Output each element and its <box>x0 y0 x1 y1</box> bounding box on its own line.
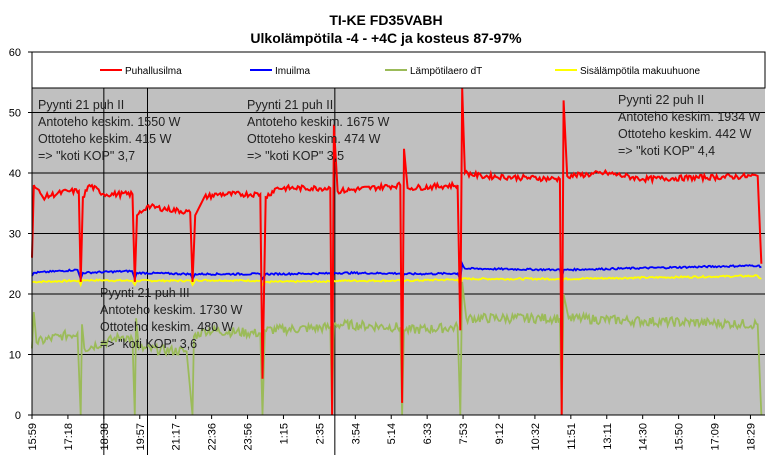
x-tick-label: 21:17 <box>171 423 183 451</box>
annotation-line: Antoteho keskim. 1550 W <box>38 115 181 129</box>
legend-label: Puhallusilma <box>125 66 182 77</box>
x-tick-label: 19:57 <box>135 423 147 451</box>
annotation-2: Pyynti 21 puh II Antoteho keskim. 1675 W… <box>247 97 389 165</box>
x-tick-label: 18:29 <box>745 423 757 451</box>
x-tick-label: 22:36 <box>207 423 219 451</box>
annotation-3: Pyynti 22 puh II Antoteho keskim. 1934 W… <box>618 92 760 160</box>
annotation-line: Antoteho keskim. 1675 W <box>247 115 390 129</box>
x-tick-label: 18:38 <box>99 423 111 451</box>
x-tick-label: 15:59 <box>27 423 39 451</box>
annotation-1: Pyynti 21 puh II Antoteho keskim. 1550 W… <box>38 97 180 165</box>
y-tick-label: 50 <box>9 108 21 120</box>
x-tick-label: 23:56 <box>243 423 255 451</box>
legend-label: Sisälämpötila makuuhuone <box>580 66 701 77</box>
x-tick-label: 14:30 <box>638 423 650 451</box>
x-tick-label: 3:54 <box>350 423 362 444</box>
annotation-line: Antoteho keskim. 1934 W <box>618 110 761 124</box>
x-tick-label: 9:12 <box>494 423 506 444</box>
x-tick-label: 15:50 <box>674 423 686 451</box>
series-line-2 <box>31 281 763 416</box>
x-tick-label: 13:11 <box>602 423 614 450</box>
annotation-line: Ottoteho keskim. 474 W <box>247 132 381 146</box>
x-tick-label: 2:35 <box>314 423 326 444</box>
x-tick-label: 10:32 <box>530 423 542 451</box>
x-tick-label: 7:53 <box>458 423 470 444</box>
x-tick-label: 6:33 <box>422 423 434 444</box>
annotation-line: => "koti KOP" 4,4 <box>618 144 716 158</box>
legend-label: Lämpötilaero dT <box>410 66 482 77</box>
x-tick-label: 17:18 <box>63 423 75 451</box>
annotation-line: Pyynti 21 puh II <box>247 98 334 112</box>
series-line-3 <box>32 274 762 288</box>
y-tick-label: 60 <box>9 47 21 59</box>
y-tick-label: 20 <box>9 289 21 301</box>
chart-title: TI-KE FD35VABH <box>329 12 443 28</box>
annotation-4: Pyynti 21 puh III Antoteho keskim. 1730 … <box>100 285 242 353</box>
annotation-line: Antoteho keskim. 1730 W <box>100 303 243 317</box>
annotation-line: => "koti KOP" 3,7 <box>38 149 136 163</box>
y-tick-label: 10 <box>9 350 21 362</box>
x-tick-label: 11:51 <box>566 423 578 450</box>
annotation-line: Pyynti 22 puh II <box>618 93 705 107</box>
annotation-line: Pyynti 21 puh III <box>100 286 190 300</box>
y-tick-label: 0 <box>15 410 21 422</box>
annotation-line: Ottoteho keskim. 415 W <box>38 132 172 146</box>
annotation-line: Ottoteho keskim. 480 W <box>100 320 234 334</box>
x-tick-label: 17:09 <box>710 423 722 451</box>
chart-subtitle: Ulkolämpötila -4 - +4C ja kosteus 87-97% <box>250 30 522 46</box>
annotation-line: => "koti KOP" 3,5 <box>247 149 345 163</box>
annotation-line: => "koti KOP" 3,6 <box>100 337 198 351</box>
legend-label: Imuilma <box>275 66 310 77</box>
x-tick-label: 1:15 <box>278 423 290 444</box>
annotation-line: Pyynti 21 puh II <box>38 98 125 112</box>
x-tick-label: 5:14 <box>386 423 398 444</box>
y-tick-label: 40 <box>9 168 21 180</box>
series-line-0 <box>31 88 763 416</box>
series-line-1 <box>31 260 762 282</box>
y-tick-label: 30 <box>9 229 21 241</box>
annotation-line: Ottoteho keskim. 442 W <box>618 127 752 141</box>
